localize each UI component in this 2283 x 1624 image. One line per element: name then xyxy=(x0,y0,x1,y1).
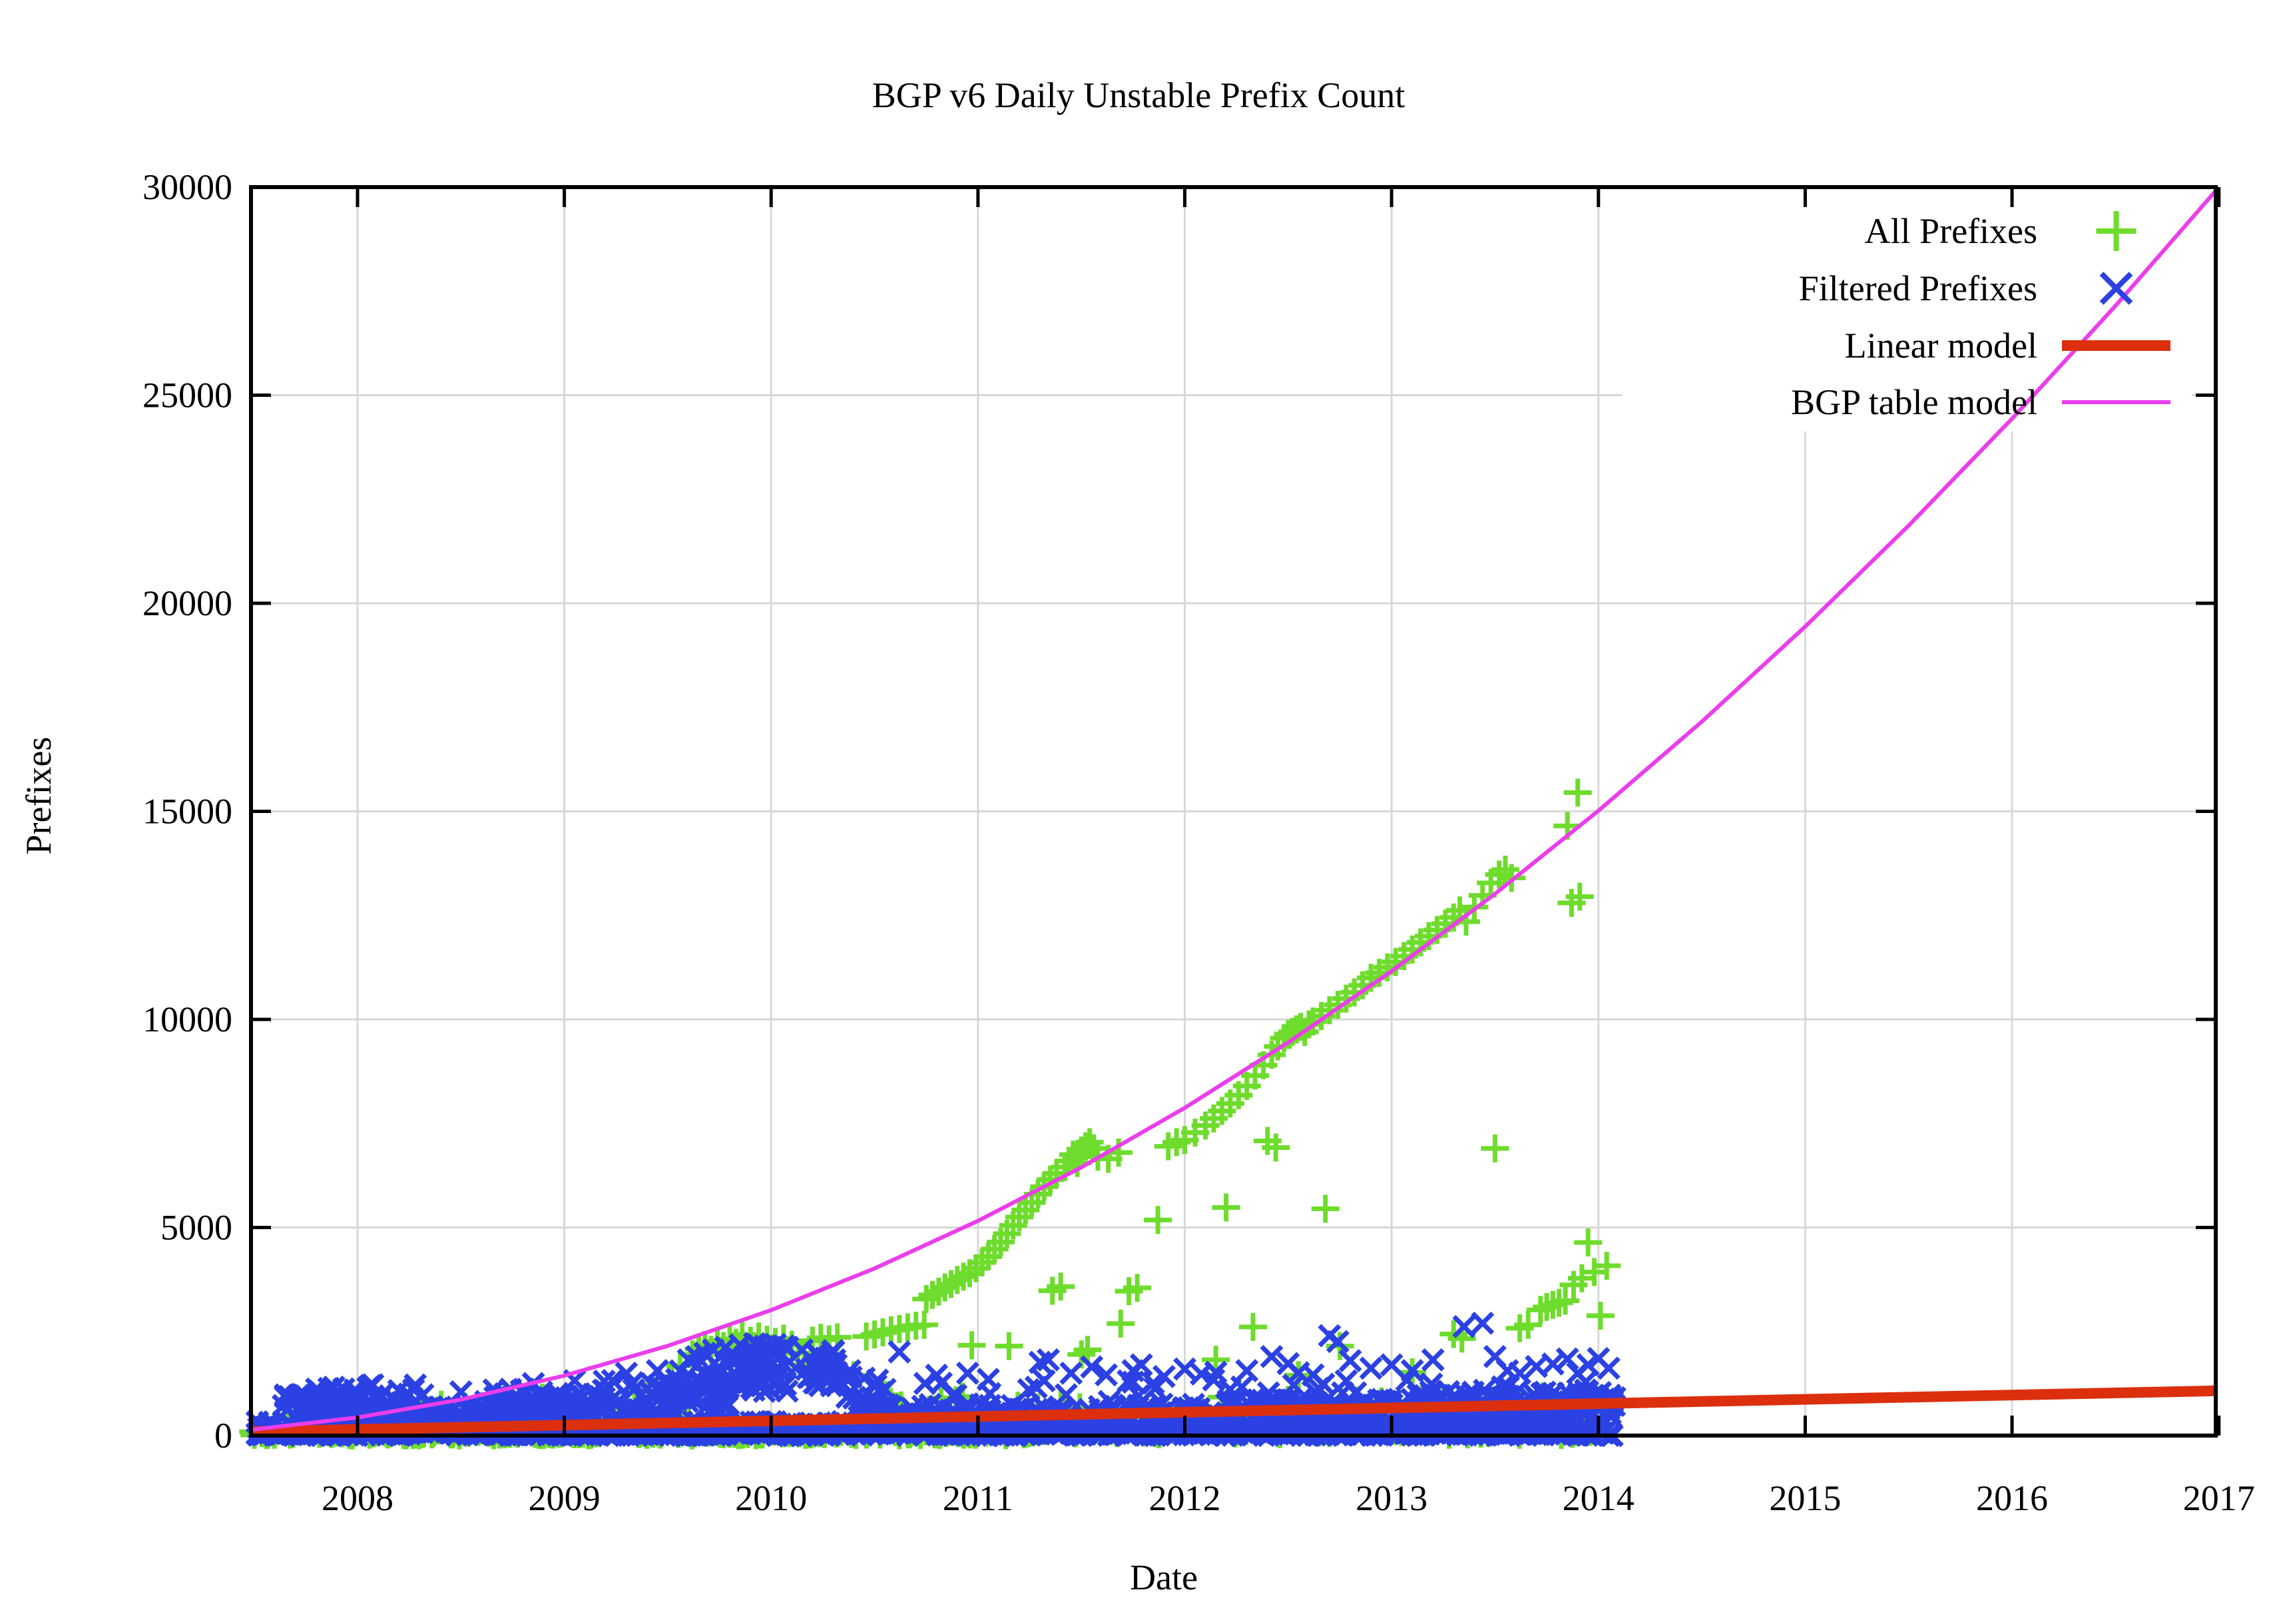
svg-text:20000: 20000 xyxy=(142,583,232,623)
x-tick-labels: 2008 2009 2010 2011 2012 2013 2014 2015 2016 2017 xyxy=(322,1478,2255,1518)
legend-background-box xyxy=(1623,200,2192,431)
svg-text:2013: 2013 xyxy=(1356,1478,1427,1518)
legend-item-linear-model: Linear model xyxy=(0,326,2283,366)
svg-text:10000: 10000 xyxy=(142,999,232,1039)
legend-label: Filtered Prefixes xyxy=(1798,268,2037,308)
svg-text:2008: 2008 xyxy=(322,1478,393,1518)
svg-text:5000: 5000 xyxy=(160,1208,232,1248)
svg-text:2009: 2009 xyxy=(529,1478,601,1518)
linear-model-line xyxy=(250,1385,2216,1438)
legend-item-filtered-prefixes: Filtered Prefixes xyxy=(0,268,2283,308)
svg-text:2016: 2016 xyxy=(1976,1478,2048,1518)
bgp-table-model-curve xyxy=(250,189,2218,1432)
legend-label: All Prefixes xyxy=(1864,211,2037,251)
legend-item-bgp-table-model: BGP table model xyxy=(0,382,2283,422)
svg-text:2015: 2015 xyxy=(1769,1478,1841,1518)
chart-title: BGP v6 Daily Unstable Prefix Count xyxy=(872,75,1405,115)
y-tick-labels: 0 5000 10000 15000 20000 25000 30000 xyxy=(142,167,232,1456)
svg-text:2011: 2011 xyxy=(943,1478,1013,1518)
svg-text:30000: 30000 xyxy=(142,167,232,207)
plot-border-and-ticks xyxy=(249,185,2221,1438)
all-prefixes-points xyxy=(239,778,1621,1450)
svg-text:15000: 15000 xyxy=(142,792,232,832)
svg-text:2012: 2012 xyxy=(1149,1478,1221,1518)
svg-text:2014: 2014 xyxy=(1563,1478,1635,1518)
svg-text:2010: 2010 xyxy=(735,1478,807,1518)
legend-label: Linear model xyxy=(1844,326,2037,366)
y-axis-label: Prefixes xyxy=(19,736,59,855)
svg-text:2017: 2017 xyxy=(2183,1478,2255,1518)
svg-text:25000: 25000 xyxy=(142,376,232,415)
legend-samples xyxy=(2062,211,2170,404)
legend-label: BGP table model xyxy=(1791,382,2037,422)
legend-item-all-prefixes: All Prefixes xyxy=(0,211,2283,251)
svg-text:0: 0 xyxy=(214,1416,232,1456)
x-axis-label: Date xyxy=(1130,1557,1198,1597)
